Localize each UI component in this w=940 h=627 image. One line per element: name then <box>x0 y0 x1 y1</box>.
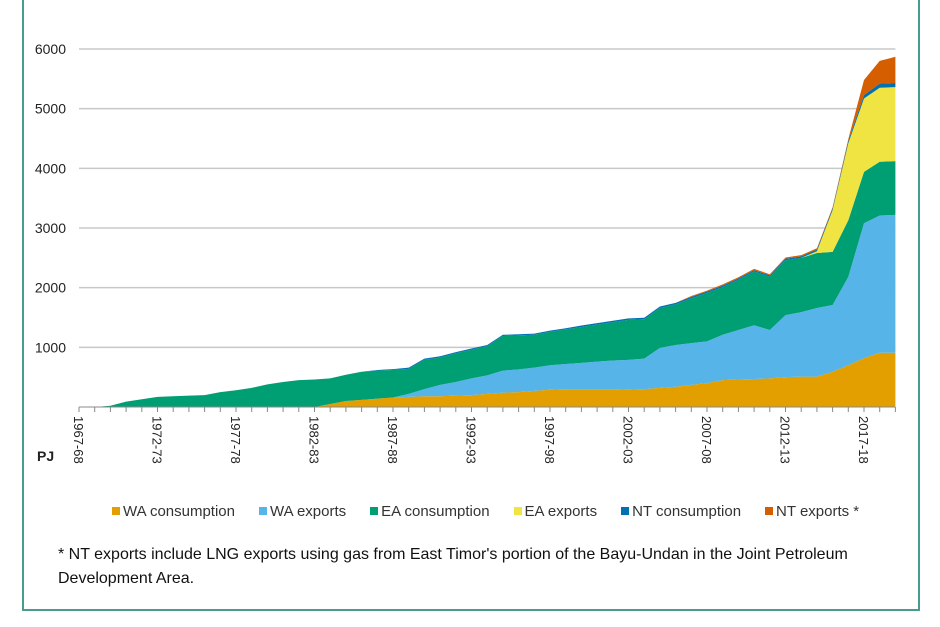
x-tick-label: 1997-98 <box>542 416 557 464</box>
x-tick-label: 1987-88 <box>385 416 400 464</box>
legend-item-ea-exports: EA exports <box>513 502 598 520</box>
x-tick-label: 1977-78 <box>228 416 243 464</box>
legend-item-wa-exports: WA exports <box>259 503 346 520</box>
y-tick-label: 5000 <box>35 101 66 117</box>
x-tick-label: 1982-83 <box>307 416 322 464</box>
area-wa-consumption <box>79 352 896 407</box>
y-tick-label: 6000 <box>35 41 66 57</box>
stacked-area-chart: 1000 2000 3000 4000 5000 6000 1967-68 1972-73 19… <box>35 41 896 464</box>
legend-swatch <box>259 507 267 515</box>
legend-item-ea-consumption: EA consumption <box>370 502 490 520</box>
x-tick-label: 2007-08 <box>699 416 714 464</box>
y-axis-unit-label: PJ <box>37 448 55 464</box>
y-tick-label: 2000 <box>35 280 66 296</box>
x-tick-label: 2012-13 <box>778 416 793 464</box>
legend-item-wa-consumption: WA consumption <box>112 503 235 520</box>
chart-frame <box>22 0 920 611</box>
y-tick-label: 4000 <box>35 160 66 176</box>
area-ea-consumption <box>79 161 896 407</box>
y-tick-label: 3000 <box>35 220 66 236</box>
legend-label: EA consumption <box>381 502 490 520</box>
x-tick-label: 2002-03 <box>621 416 636 464</box>
legend-item-nt-consumption: NT consumption <box>621 503 741 520</box>
x-tick-label: 2017-18 <box>856 416 871 464</box>
footnote: * NT exports include LNG exports using g… <box>58 546 848 587</box>
x-tick-label: 1972-73 <box>150 416 165 464</box>
legend-swatch <box>621 507 630 515</box>
legend-label: NT consumption <box>632 502 742 520</box>
area-wa-exports <box>79 214 896 407</box>
legend-label: NT exports * <box>776 502 860 520</box>
legend-item-nt-exports: NT exports * <box>765 503 859 520</box>
x-tick-label: 1992-93 <box>464 416 479 464</box>
y-tick-label: 1000 <box>35 339 66 355</box>
legend-label: WA exports <box>270 502 347 520</box>
legend: WA consumption WA exports EA consumption… <box>112 500 902 522</box>
legend-label: WA consumption <box>123 502 235 520</box>
legend-swatch <box>112 507 120 515</box>
legend-label: EA exports <box>524 502 598 520</box>
x-tick-label: 1967-68 <box>71 416 86 464</box>
legend-swatch <box>765 507 774 515</box>
legend-swatch <box>370 507 379 515</box>
legend-swatch <box>513 507 522 515</box>
